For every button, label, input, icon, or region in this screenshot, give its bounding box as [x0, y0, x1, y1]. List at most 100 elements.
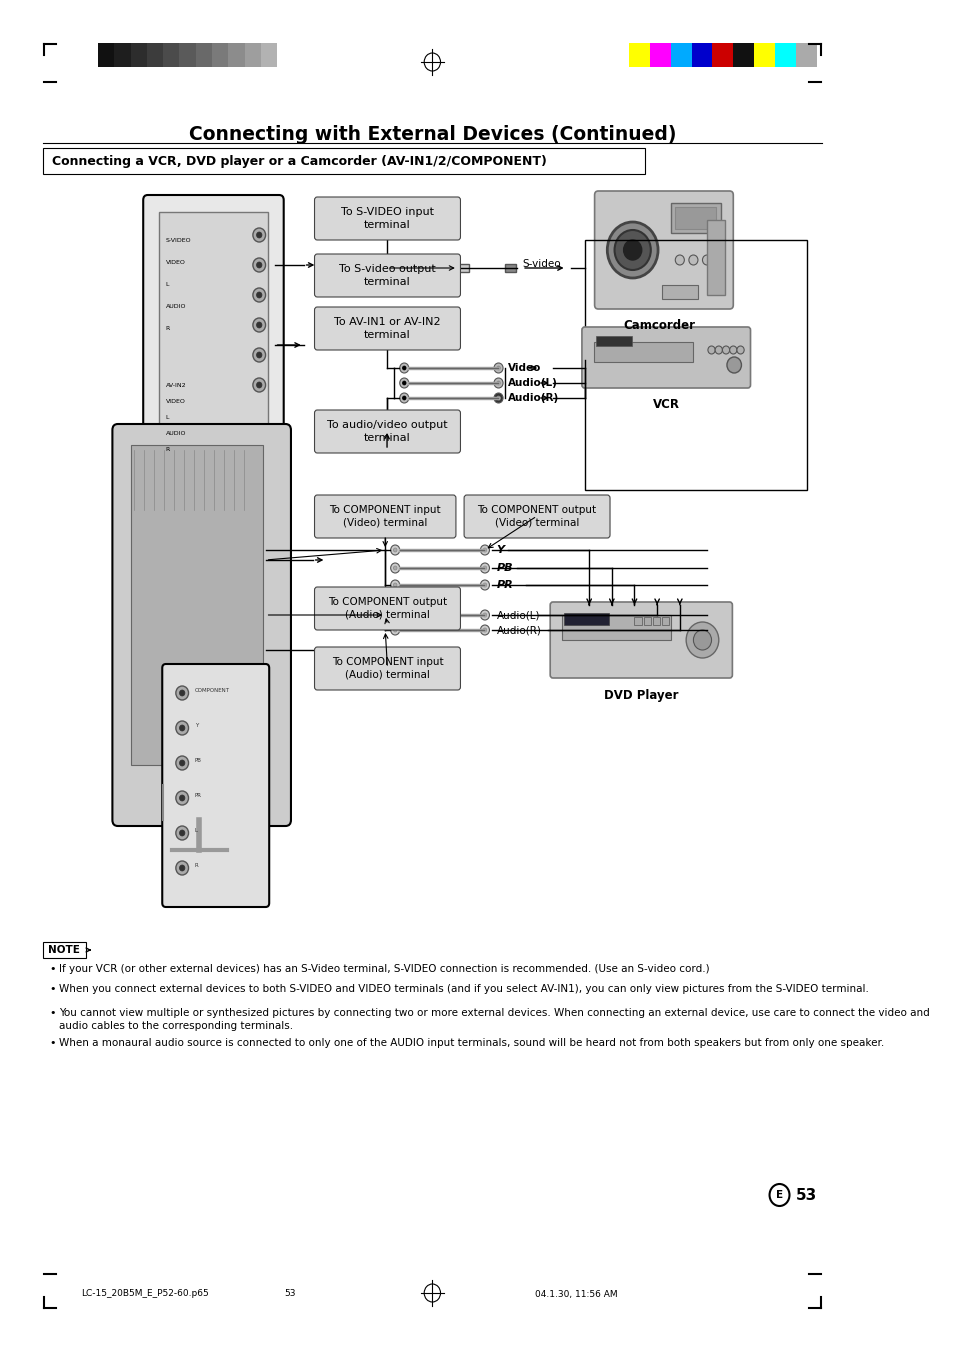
Text: If your VCR (or other external devices) has an S-Video terminal, S-VIDEO connect: If your VCR (or other external devices) …	[59, 963, 709, 974]
Bar	[457, 264, 468, 272]
Text: To AV-IN1 or AV-IN2
terminal: To AV-IN1 or AV-IN2 terminal	[334, 318, 440, 340]
Circle shape	[391, 625, 399, 635]
Circle shape	[175, 721, 189, 735]
Circle shape	[721, 346, 729, 354]
Bar	[675, 207, 716, 229]
Circle shape	[482, 628, 486, 632]
Text: L: L	[166, 414, 170, 419]
Circle shape	[179, 725, 185, 731]
Circle shape	[256, 382, 262, 388]
Circle shape	[688, 254, 698, 265]
Circle shape	[497, 396, 499, 400]
Text: •: •	[50, 1038, 56, 1049]
Text: R: R	[194, 862, 198, 867]
Text: Audio(L): Audio(L)	[497, 610, 539, 620]
Circle shape	[707, 346, 715, 354]
Circle shape	[497, 382, 499, 386]
Text: To COMPONENT output
(Video) terminal: To COMPONENT output (Video) terminal	[477, 505, 596, 528]
Text: Camcorder: Camcorder	[622, 319, 695, 331]
Circle shape	[399, 377, 409, 388]
Circle shape	[685, 622, 718, 658]
Bar	[643, 617, 650, 625]
Circle shape	[175, 861, 189, 875]
Circle shape	[399, 392, 409, 403]
Bar	[661, 617, 668, 625]
Bar	[563, 613, 608, 625]
Text: S-VIDEO: S-VIDEO	[166, 238, 192, 242]
Bar	[43, 942, 86, 958]
Text: Audio(L): Audio(L)	[507, 377, 557, 388]
Bar	[98, 43, 114, 68]
Circle shape	[497, 367, 499, 369]
Circle shape	[175, 756, 189, 770]
Text: VCR: VCR	[652, 398, 679, 411]
FancyBboxPatch shape	[314, 647, 460, 690]
Circle shape	[480, 563, 489, 574]
Text: To audio/video output
terminal: To audio/video output terminal	[327, 421, 447, 442]
Text: PR: PR	[194, 793, 202, 797]
Circle shape	[614, 230, 650, 271]
Circle shape	[729, 346, 736, 354]
Circle shape	[256, 292, 262, 298]
Text: AV-IN2: AV-IN2	[166, 383, 186, 387]
Text: E: E	[775, 1191, 782, 1200]
Text: When you connect external devices to both S-VIDEO and VIDEO terminals (and if yo: When you connect external devices to bot…	[59, 984, 868, 994]
Text: PR: PR	[497, 580, 513, 590]
FancyBboxPatch shape	[162, 664, 269, 907]
Text: You cannot view multiple or synthesized pictures by connecting two or more exter: You cannot view multiple or synthesized …	[59, 1008, 928, 1031]
Circle shape	[253, 229, 265, 242]
Circle shape	[253, 288, 265, 302]
Text: NOTE: NOTE	[48, 944, 80, 955]
Circle shape	[494, 377, 502, 388]
Circle shape	[175, 686, 189, 700]
Circle shape	[179, 690, 185, 695]
Text: VIDEO: VIDEO	[166, 399, 186, 403]
Circle shape	[391, 610, 399, 620]
Bar	[733, 43, 754, 68]
Circle shape	[393, 566, 396, 570]
Bar	[114, 43, 131, 68]
FancyBboxPatch shape	[314, 198, 460, 239]
Text: Y: Y	[194, 723, 198, 728]
FancyBboxPatch shape	[314, 495, 456, 538]
Circle shape	[256, 322, 262, 327]
Circle shape	[179, 796, 185, 801]
Circle shape	[715, 346, 721, 354]
Bar	[132, 445, 263, 764]
Bar	[131, 43, 147, 68]
Bar	[584, 239, 806, 490]
Circle shape	[494, 392, 502, 403]
Bar	[43, 147, 644, 175]
Circle shape	[393, 583, 396, 587]
FancyBboxPatch shape	[143, 195, 283, 501]
FancyBboxPatch shape	[112, 423, 291, 825]
Bar	[706, 221, 724, 295]
Text: Audio(R): Audio(R)	[497, 625, 541, 635]
Text: When a monaural audio source is connected to only one of the AUDIO input termina: When a monaural audio source is connecte…	[59, 1038, 883, 1049]
FancyBboxPatch shape	[314, 307, 460, 350]
Bar	[561, 616, 670, 640]
Text: To S-VIDEO input
terminal: To S-VIDEO input terminal	[340, 207, 434, 230]
Circle shape	[675, 254, 683, 265]
Bar	[195, 43, 212, 68]
Circle shape	[393, 548, 396, 552]
Circle shape	[607, 222, 658, 277]
Bar	[634, 617, 641, 625]
Text: To S-video output
terminal: To S-video output terminal	[338, 264, 436, 287]
Circle shape	[179, 760, 185, 766]
Text: To COMPONENT output
(Audio) terminal: To COMPONENT output (Audio) terminal	[328, 597, 447, 620]
Circle shape	[256, 231, 262, 238]
Text: •: •	[50, 984, 56, 994]
Text: L: L	[194, 828, 197, 832]
Bar	[212, 43, 228, 68]
Bar	[593, 342, 693, 363]
Text: 53: 53	[284, 1289, 295, 1299]
Text: PB: PB	[497, 563, 513, 574]
Bar	[228, 43, 245, 68]
Text: Audio(R): Audio(R)	[507, 392, 558, 403]
Circle shape	[253, 318, 265, 331]
Bar	[754, 43, 774, 68]
Circle shape	[391, 580, 399, 590]
Bar	[649, 43, 670, 68]
Circle shape	[393, 628, 396, 632]
